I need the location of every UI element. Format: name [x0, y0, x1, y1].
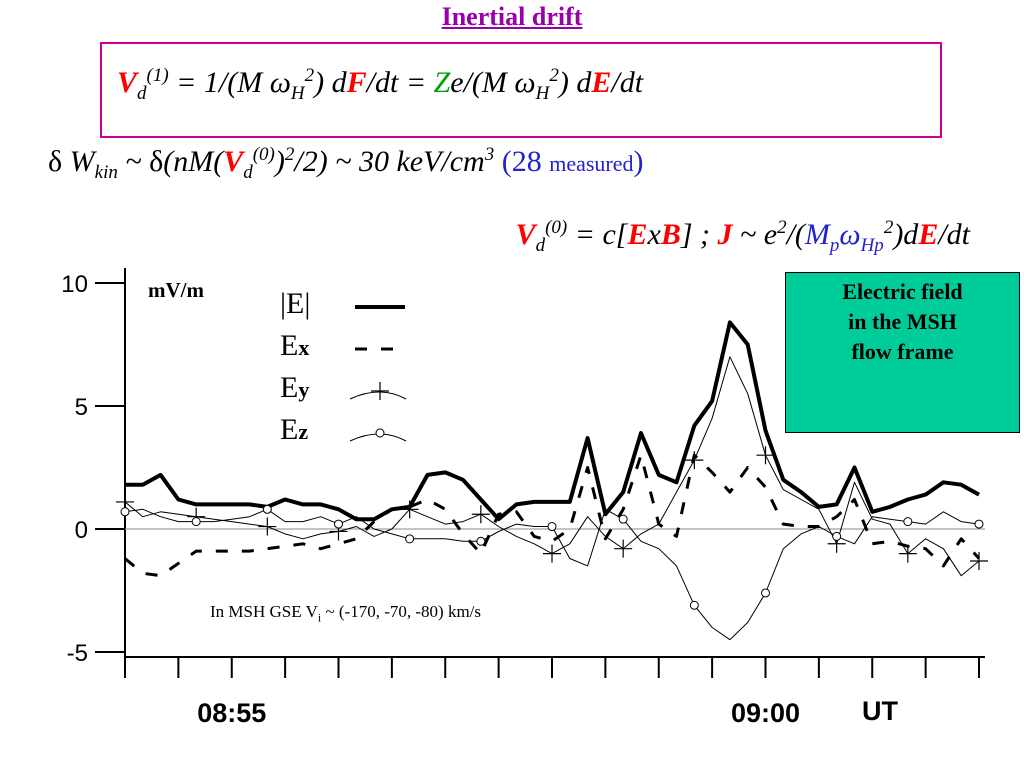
- marker-plus: [756, 446, 775, 465]
- equation-box: [100, 42, 942, 138]
- marker-plus: [614, 539, 633, 558]
- slide-title: Inertial drift: [441, 2, 583, 31]
- marker-circle: [903, 517, 913, 527]
- marker-plus: [685, 451, 704, 470]
- marker-plus: [258, 517, 277, 536]
- y-tick-label: -5: [67, 640, 88, 667]
- marker-circle: [334, 519, 343, 529]
- marker-plus: [898, 544, 917, 563]
- note-box: Electric field in the MSH flow frame: [785, 272, 1020, 433]
- equation-3: Vd(0) = c[ExB] ; J ~ e2/(MpωHp2)dE/dt: [515, 217, 970, 256]
- marker-circle: [405, 534, 415, 544]
- marker-circle: [761, 588, 770, 598]
- marker-plus: [371, 382, 389, 400]
- note-line: in the MSH: [848, 309, 957, 334]
- legend-label: Ez: [280, 413, 309, 446]
- marker-circle: [120, 507, 130, 517]
- marker-circle: [618, 514, 628, 524]
- y-tick-label: 10: [61, 271, 88, 298]
- note-line: flow frame: [851, 339, 954, 364]
- marker-circle: [689, 600, 699, 610]
- marker-circle: [547, 522, 557, 532]
- equation-1: Vd(1) = 1/(M ωH2) dF/dt = Ze/(M ωH2) dE/…: [117, 65, 644, 104]
- marker-circle: [375, 428, 385, 438]
- marker-plus: [471, 505, 490, 524]
- marker-plus: [970, 551, 988, 570]
- legend-label: |E|: [280, 287, 311, 320]
- y-tick-label: 0: [75, 517, 88, 544]
- note-line: Electric field: [842, 279, 963, 304]
- x-tick-label: 09:00: [731, 698, 800, 728]
- legend-swatch: [349, 391, 407, 400]
- legend-label: Ex: [280, 329, 310, 362]
- annotation: In MSH GSE Vi ~ (-170, -70, -80) km/s: [210, 602, 482, 625]
- marker-circle: [476, 536, 486, 546]
- marker-circle: [262, 504, 272, 514]
- y-tick-label: 5: [75, 394, 88, 421]
- marker-circle: [974, 519, 984, 529]
- series-line: [124, 453, 981, 578]
- marker-plus: [400, 500, 419, 519]
- marker-plus: [543, 544, 561, 563]
- x-axis-label: UT: [862, 696, 898, 726]
- equation-2: δ Wkin ~ δ(nM(Vd(0))2/2) ~ 30 keV/cm3 (2…: [48, 144, 644, 183]
- marker-circle: [191, 517, 201, 527]
- legend-label: Ey: [280, 371, 310, 404]
- marker-circle: [832, 531, 842, 541]
- y-axis-label: mV/m: [148, 278, 204, 302]
- x-tick-label: 08:55: [197, 698, 266, 728]
